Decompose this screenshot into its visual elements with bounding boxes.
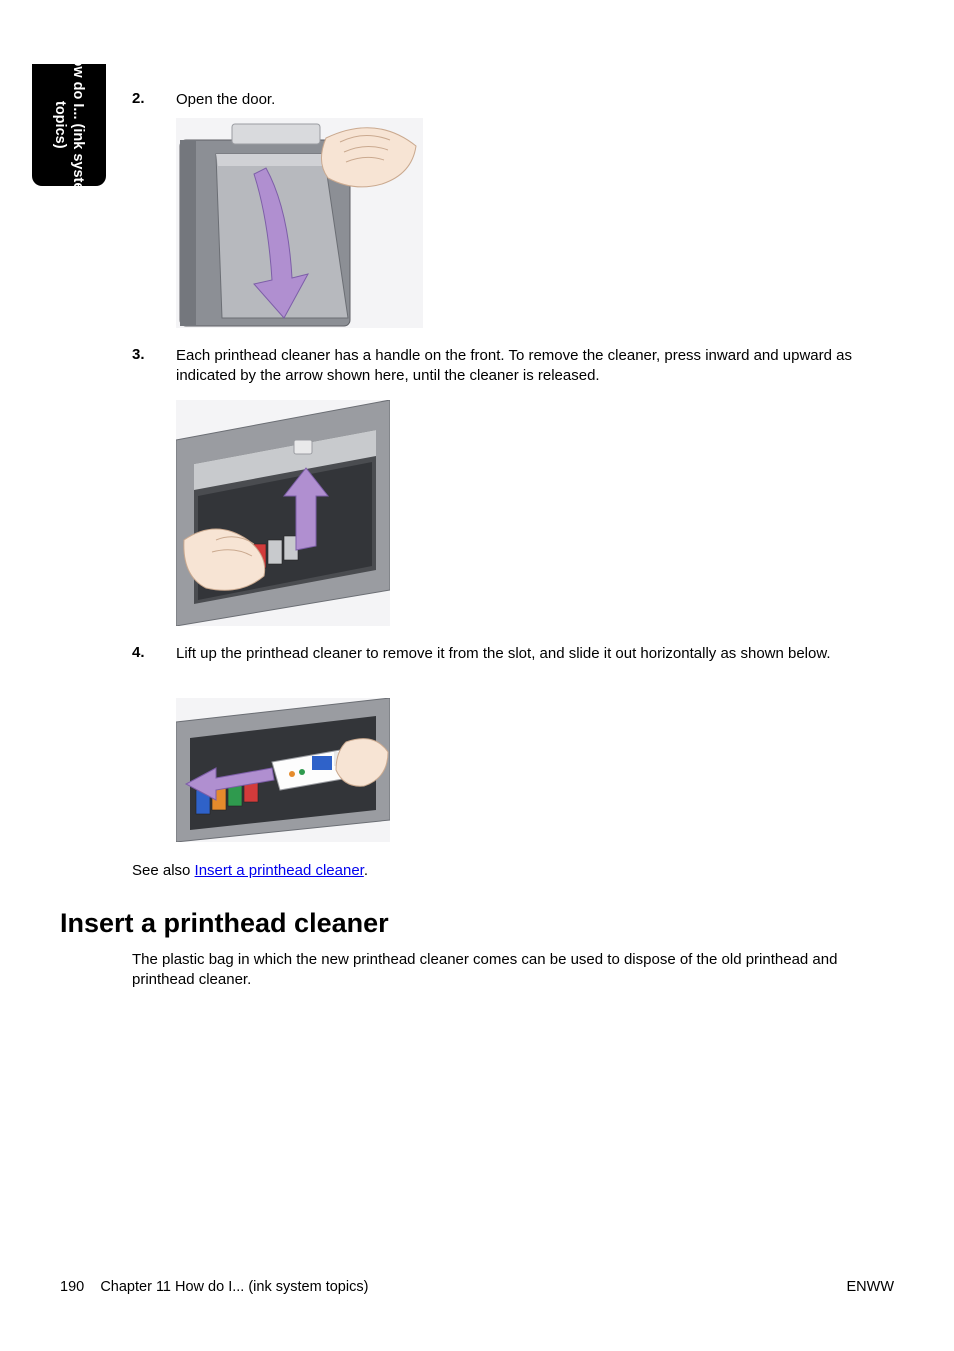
intro-paragraph: The plastic bag in which the new printhe… <box>132 950 894 991</box>
footer-chapter: Chapter 11 How do I... (ink system topic… <box>100 1279 368 1295</box>
illustration-open-door <box>176 118 423 328</box>
step-4: 4. Lift up the printhead cleaner to remo… <box>132 644 894 664</box>
see-also-prefix: See also <box>132 862 195 879</box>
side-tab-text: How do I... (ink system topics) <box>51 47 87 203</box>
footer-left: 190 Chapter 11 How do I... (ink system t… <box>60 1279 368 1295</box>
step-2-text: Open the door. <box>176 90 894 110</box>
heading-insert-printhead-cleaner: Insert a printhead cleaner <box>60 908 389 939</box>
side-tab: How do I... (ink system topics) <box>32 64 106 186</box>
step-3-number: 3. <box>132 346 145 363</box>
illustration-slide-out <box>176 698 390 842</box>
open-door-svg <box>176 118 423 328</box>
step-3-text: Each printhead cleaner has a handle on t… <box>176 346 894 387</box>
page: How do I... (ink system topics) 2. Open … <box>0 0 954 1351</box>
see-also-suffix: . <box>364 862 368 879</box>
see-also-link[interactable]: Insert a printhead cleaner <box>195 862 364 879</box>
slide-out-svg <box>176 698 390 842</box>
illustration-press-handle <box>176 400 390 626</box>
page-footer: 190 Chapter 11 How do I... (ink system t… <box>60 1279 894 1295</box>
press-handle-svg <box>176 400 390 626</box>
step-2: 2. Open the door. <box>132 90 894 110</box>
step-4-text: Lift up the printhead cleaner to remove … <box>176 644 894 664</box>
footer-right: ENWW <box>846 1279 894 1295</box>
step-2-number: 2. <box>132 90 145 107</box>
step-3: 3. Each printhead cleaner has a handle o… <box>132 346 894 387</box>
see-also: See also Insert a printhead cleaner. <box>132 862 368 879</box>
footer-page-number: 190 <box>60 1279 84 1295</box>
step-4-number: 4. <box>132 644 145 661</box>
